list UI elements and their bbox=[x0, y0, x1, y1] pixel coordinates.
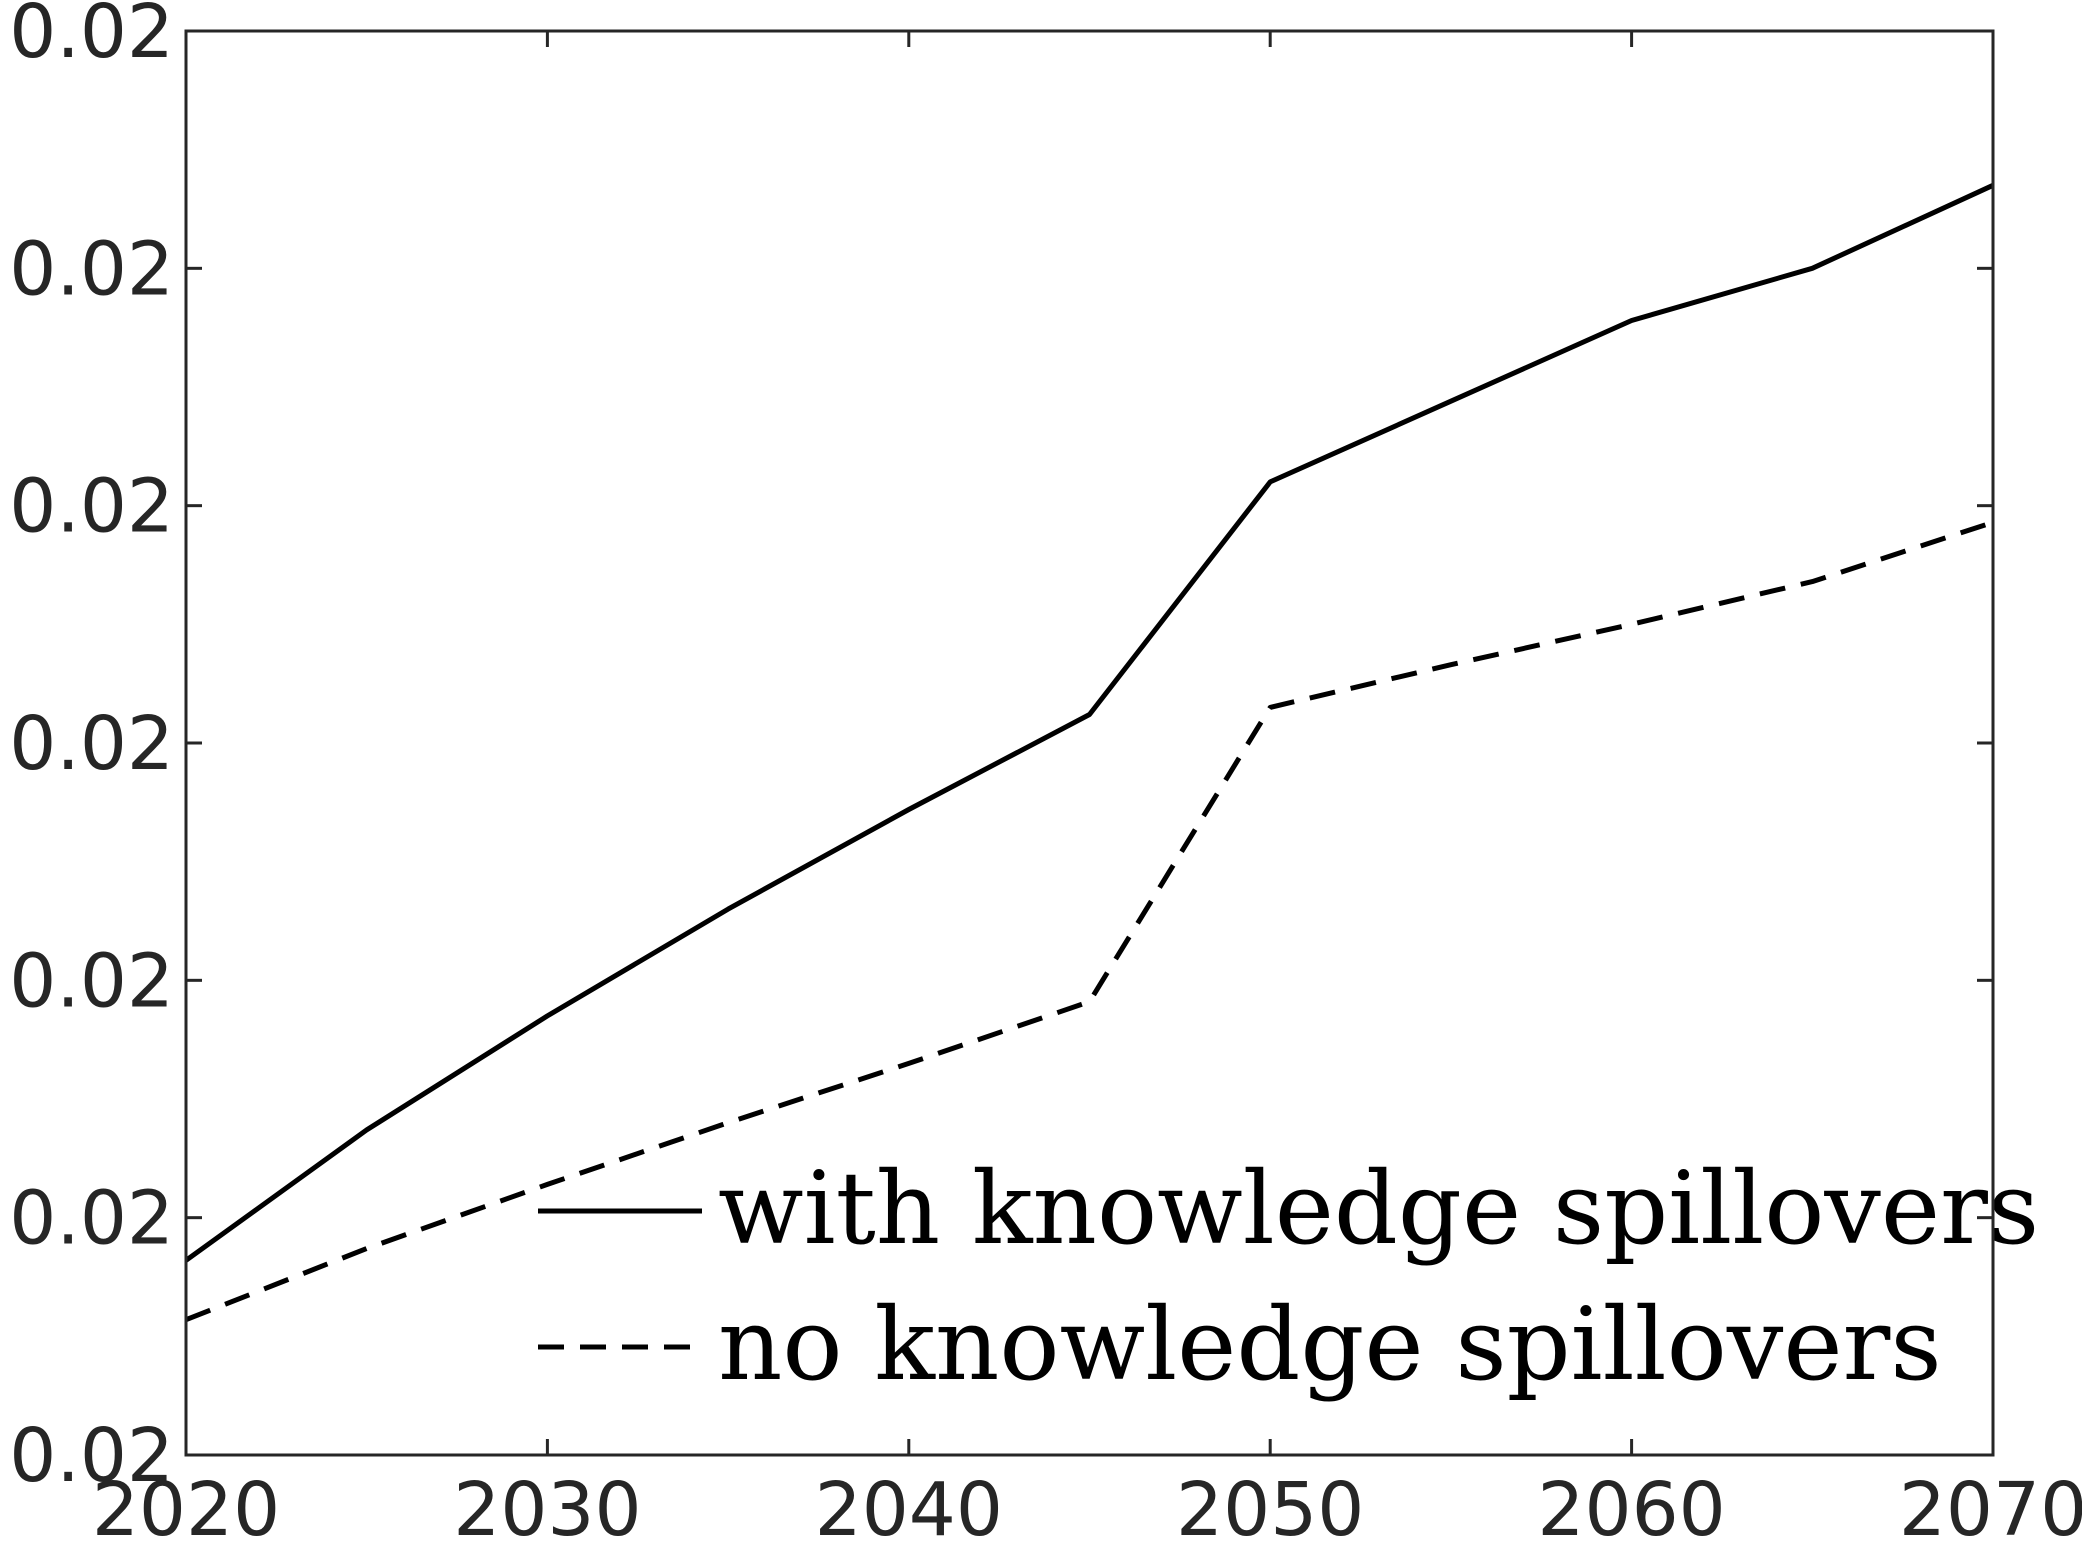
y-tick-label: 0.02 bbox=[9, 1413, 174, 1499]
legend-label: with knowledge spillovers bbox=[718, 1150, 2039, 1267]
plot-series bbox=[184, 183, 1995, 1323]
plot-frame bbox=[184, 29, 1995, 1457]
x-tick-label: 2070 bbox=[1899, 1467, 2082, 1553]
tick-labels: 2020 2030 2040 2050 2060 2070 0.02 0.02 0.02 0.02… bbox=[9, 0, 2082, 1553]
x-tick-label: 2030 bbox=[453, 1467, 641, 1553]
legend: with knowledge spillovers no knowledge sp… bbox=[538, 1150, 2039, 1403]
x-tick-label: 2020 bbox=[92, 1467, 280, 1553]
series-line-with-spillovers bbox=[184, 183, 1995, 1263]
y-tick-label: 0.02 bbox=[9, 938, 174, 1024]
y-tick-label: 0.02 bbox=[9, 1176, 174, 1262]
x-tick-label: 2040 bbox=[815, 1467, 1003, 1553]
legend-label: no knowledge spillovers bbox=[718, 1286, 1942, 1403]
y-tick-label: 0.02 bbox=[9, 0, 174, 75]
series-line-no-spillovers bbox=[185, 519, 1994, 1323]
y-tick-label: 0.02 bbox=[9, 701, 174, 787]
x-tick-label: 2050 bbox=[1176, 1467, 1364, 1553]
x-tick-label: 2060 bbox=[1537, 1467, 1725, 1553]
y-tick-label: 0.02 bbox=[9, 464, 174, 550]
y-tick-label: 0.02 bbox=[9, 226, 174, 312]
